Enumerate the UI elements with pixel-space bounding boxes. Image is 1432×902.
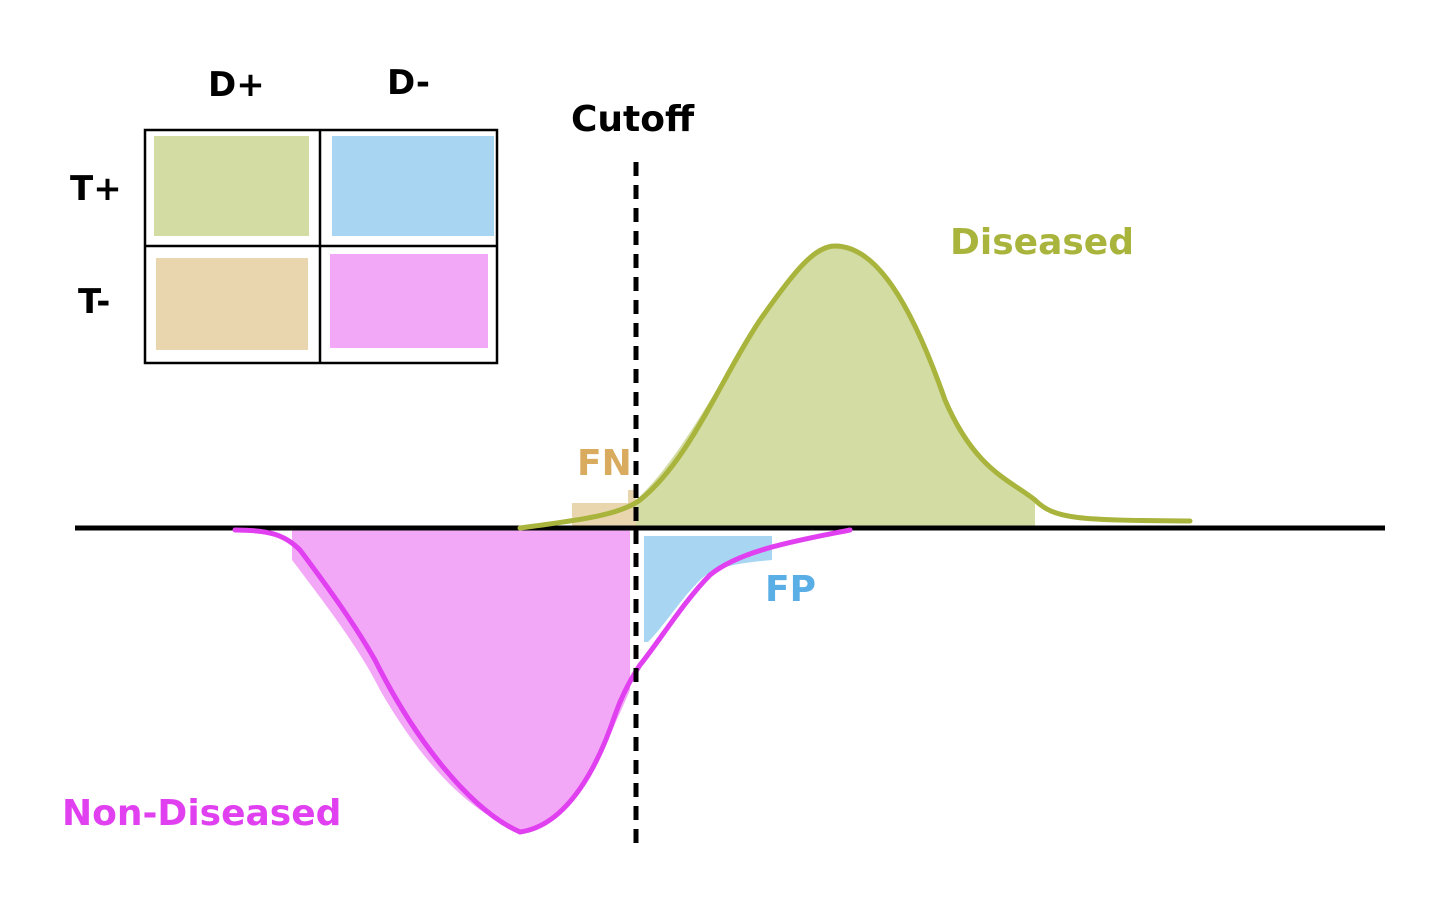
col-header-d-minus: D- (387, 63, 430, 103)
fp-cell (332, 136, 494, 236)
row-header-t-minus: T- (78, 282, 111, 322)
cutoff-label: Cutoff (571, 99, 695, 140)
fn-label: FN (577, 443, 632, 484)
col-header-d-plus: D+ (208, 65, 265, 105)
row-header-t-plus: T+ (70, 169, 122, 209)
confusion-matrix (143, 128, 499, 365)
false-positive-area (644, 536, 772, 642)
tn-cell (330, 254, 488, 348)
non-diseased-curve (232, 527, 853, 835)
fp-label: FP (765, 569, 816, 610)
diseased-curve (517, 243, 1193, 531)
tp-cell (154, 136, 309, 236)
diseased-label: Diseased (950, 222, 1134, 263)
true-negative-area (292, 528, 630, 830)
fn-cell (156, 258, 308, 350)
true-positive-area (636, 246, 1035, 530)
non-diseased-label: Non-Diseased (62, 793, 342, 834)
